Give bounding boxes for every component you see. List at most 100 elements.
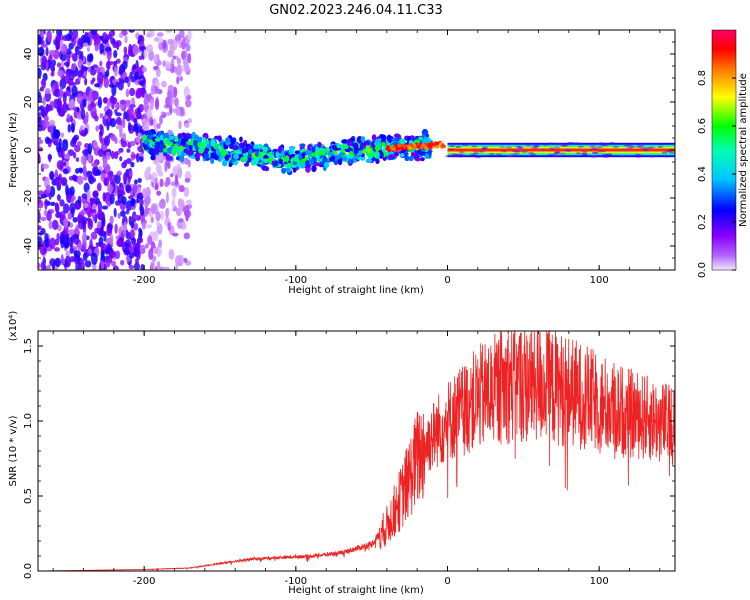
heatmap-band	[447, 149, 675, 151]
heatmap-cell	[159, 134, 164, 141]
heatmap-cell	[77, 214, 84, 224]
heatmap-cell	[92, 191, 99, 198]
heatmap-cell	[46, 210, 52, 221]
heatmap-cell	[123, 46, 128, 55]
heatmap-cell	[142, 134, 147, 140]
heatmap-cell	[380, 134, 387, 141]
heatmap-cell	[104, 135, 111, 146]
heatmap-cell	[50, 123, 54, 134]
heatmap-cell	[130, 229, 135, 239]
heatmap-cell	[587, 149, 594, 152]
heatmap-cell	[539, 148, 546, 151]
heatmap-cell	[91, 162, 98, 168]
colorbar-tick-label: 0.4	[697, 166, 708, 182]
heatmap-cell	[48, 138, 53, 144]
heatmap-cell	[62, 103, 67, 110]
heatmap-cell	[248, 148, 253, 155]
heatmap-cell	[548, 147, 555, 150]
heatmap-cell	[626, 144, 633, 147]
heatmap-cell	[129, 244, 133, 255]
heatmap-cell	[168, 95, 172, 106]
heatmap-cell	[470, 153, 477, 156]
heatmap-cell	[108, 112, 112, 119]
heatmap-cell	[577, 145, 584, 148]
heatmap-cell	[56, 30, 63, 37]
heatmap-cell	[121, 117, 126, 129]
heatmap-cell	[357, 156, 361, 161]
heatmap-cell	[130, 220, 135, 229]
heatmap-cell	[167, 161, 171, 169]
heatmap-cell	[111, 97, 118, 105]
heatmap-cell	[51, 59, 57, 67]
heatmap-cell	[556, 142, 563, 145]
heatmap-cell	[353, 143, 359, 151]
heatmap-cell	[241, 147, 247, 155]
heatmap-cell	[373, 151, 380, 159]
heatmap-cell	[84, 260, 92, 268]
heatmap-cell	[613, 145, 620, 148]
heatmap-cell	[105, 243, 112, 253]
heatmap-cell	[65, 250, 71, 257]
heatmap-cell	[177, 65, 181, 77]
heatmap-cell	[125, 88, 130, 98]
heatmap-cell	[168, 248, 175, 260]
heatmap-cell	[57, 70, 64, 77]
heatmap-cell	[239, 136, 243, 143]
heatmap-cell	[353, 154, 358, 160]
heatmap-cell	[230, 139, 235, 145]
heatmap-cell	[122, 132, 127, 142]
heatmap-cell	[435, 145, 439, 149]
colorbar-tick-label: 0.2	[697, 214, 708, 230]
heatmap-cell	[269, 152, 273, 159]
heatmap-cell	[231, 145, 238, 150]
heatmap-cell	[187, 30, 192, 41]
heatmap-cell	[104, 47, 112, 52]
heatmap-cell	[149, 142, 153, 148]
heatmap-cell	[370, 150, 374, 156]
heatmap-cell	[48, 220, 53, 230]
heatmap-cell	[133, 222, 139, 231]
heatmap-cell	[186, 118, 193, 124]
heatmap-cell	[113, 50, 118, 59]
heatmap-cell	[42, 106, 49, 117]
x-tick-label: -100	[284, 275, 307, 286]
heatmap-cell	[409, 143, 413, 147]
heatmap-cell	[172, 146, 178, 154]
snr-y-axis: 0.0 0.5 1.0 1.5	[23, 338, 675, 579]
heatmap-cell	[56, 142, 62, 153]
x-tick-label: 100	[590, 576, 609, 587]
heatmap-cell	[640, 147, 647, 150]
heatmap-cell	[521, 150, 528, 153]
heatmap-cell	[551, 155, 558, 158]
heatmap-cell	[319, 147, 326, 155]
heatmap-cell	[143, 49, 148, 59]
heatmap-cell	[327, 151, 335, 156]
heatmap-cell	[102, 97, 109, 104]
heatmap-cell	[242, 152, 249, 158]
figure-title: GN02.2023.246.04.11.C33	[269, 3, 443, 18]
heatmap-cell	[38, 210, 41, 223]
heatmap-cell	[160, 198, 165, 204]
heatmap-cell	[122, 60, 128, 70]
heatmap-cell	[38, 262, 41, 269]
heatmap-cell	[67, 123, 72, 133]
heatmap-cell	[185, 99, 192, 108]
heatmap-cell	[38, 67, 42, 78]
heatmap-cell	[400, 146, 404, 151]
heatmap-cell	[75, 157, 80, 162]
heatmap-cell	[63, 61, 70, 66]
heatmap-cell	[629, 146, 636, 149]
heatmap-cell	[85, 95, 90, 102]
heatmap-cell	[141, 220, 147, 230]
heatmap-cell	[49, 170, 55, 181]
heatmap-cell	[187, 52, 192, 64]
heatmap-cell	[82, 42, 89, 47]
heatmap-cell	[74, 168, 80, 174]
heatmap-cell	[347, 158, 352, 165]
y-tick-label: 20	[23, 96, 34, 109]
heatmap-cell	[155, 68, 161, 78]
heatmap-cell	[243, 155, 248, 162]
heatmap-cell	[199, 145, 205, 150]
heatmap-cell	[96, 182, 102, 192]
heatmap-cell	[439, 141, 443, 146]
